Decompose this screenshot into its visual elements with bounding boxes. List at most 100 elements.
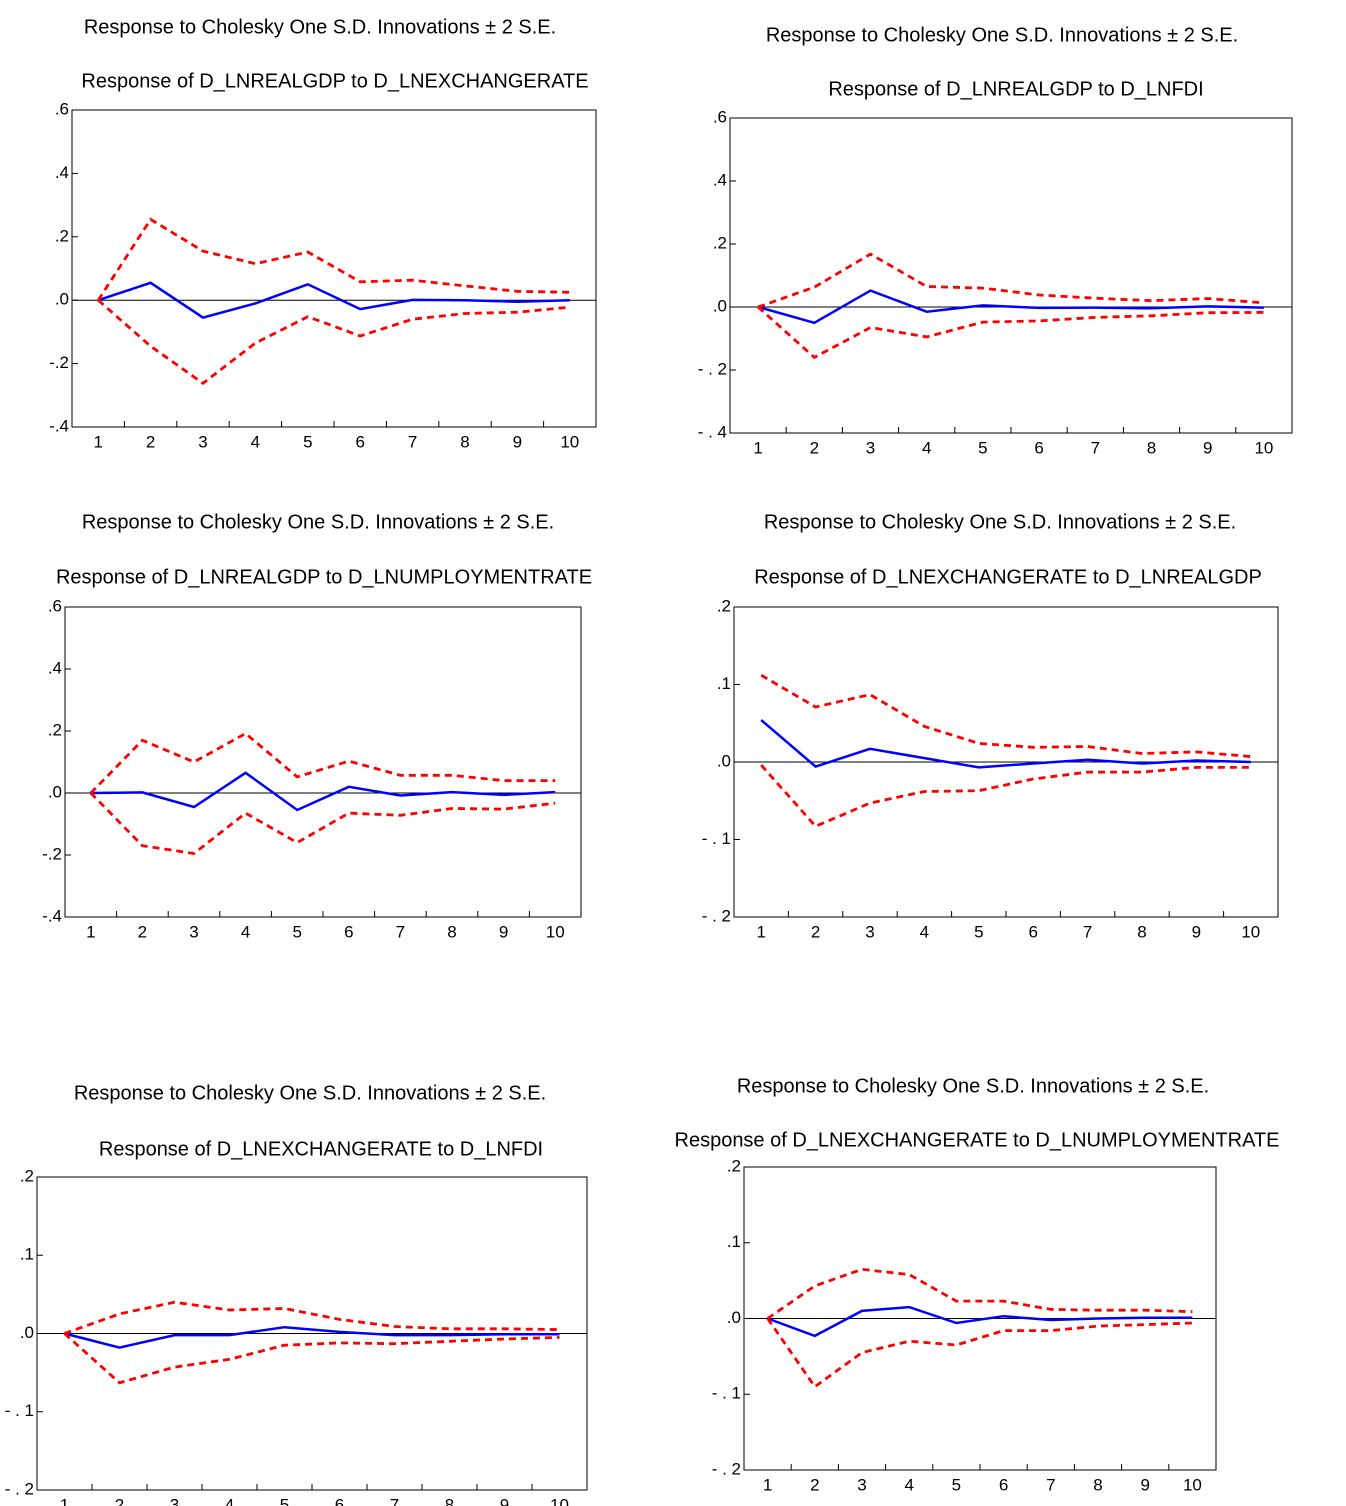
- x-tick-label: 8: [447, 922, 456, 941]
- y-tick-label: - . 1: [712, 1384, 741, 1403]
- lower-band-line: [63, 1332, 560, 1385]
- y-tick-label: .1: [717, 674, 731, 693]
- x-tick-label: 2: [146, 432, 155, 451]
- panel-title: Response of D_LNREALGDP to D_LNUMPLOYMEN…: [56, 566, 592, 588]
- y-tick-label: -.2: [42, 844, 62, 863]
- response-line: [767, 1305, 1193, 1338]
- x-tick-label: 3: [866, 438, 875, 457]
- panel-title: Response of D_LNREALGDP to D_LNFDI: [828, 78, 1203, 100]
- x-tick-label: 3: [189, 922, 198, 941]
- x-tick-label: 7: [408, 432, 417, 451]
- x-tick-label: 10: [560, 432, 579, 451]
- x-tick-label: 6: [344, 922, 353, 941]
- y-tick-label: .2: [727, 1156, 741, 1175]
- x-tick-label: 6: [355, 432, 364, 451]
- y-tick-label: .2: [717, 596, 731, 615]
- x-tick-label: 10: [550, 1495, 569, 1506]
- upper-band-line: [766, 1267, 1193, 1320]
- x-tick-label: 1: [756, 922, 765, 941]
- panel-title: Response of D_LNEXCHANGERATE to D_LNREAL…: [754, 566, 1262, 588]
- x-tick-label: 7: [396, 922, 405, 941]
- irf-panel-2: Response to Cholesky One S.D. Innovation…: [698, 24, 1293, 457]
- y-tick-label: - . 1: [5, 1401, 34, 1420]
- y-tick-label: .6: [48, 596, 62, 615]
- y-tick-label: - . 2: [698, 359, 727, 378]
- panel-header: Response to Cholesky One S.D. Innovation…: [74, 1082, 546, 1104]
- y-tick-label: - . 2: [702, 906, 731, 925]
- x-tick-label: 4: [241, 922, 250, 941]
- irf-panel-3: Response to Cholesky One S.D. Innovation…: [42, 511, 592, 941]
- y-tick-label: .4: [48, 658, 62, 677]
- x-tick-label: 10: [1254, 438, 1273, 457]
- plot-frame: [64, 606, 582, 918]
- panel-header: Response to Cholesky One S.D. Innovation…: [737, 1075, 1209, 1097]
- lower-band-line: [89, 792, 556, 855]
- x-tick-label: 2: [810, 438, 819, 457]
- x-tick-label: 4: [922, 438, 931, 457]
- panel-header: Response to Cholesky One S.D. Innovation…: [766, 24, 1238, 46]
- x-tick-label: 9: [1192, 922, 1201, 941]
- y-tick-label: .2: [55, 226, 69, 245]
- x-tick-label: 7: [1091, 438, 1100, 457]
- x-tick-label: 3: [865, 922, 874, 941]
- x-tick-label: 1: [763, 1475, 772, 1494]
- x-tick-label: 5: [292, 922, 301, 941]
- lower-band-line: [97, 299, 570, 386]
- x-tick-label: 1: [753, 438, 762, 457]
- y-tick-label: .1: [20, 1245, 34, 1264]
- x-tick-label: 4: [225, 1495, 234, 1506]
- y-tick-label: -.4: [49, 416, 69, 435]
- x-tick-label: 8: [1093, 1475, 1102, 1494]
- x-tick-label: 4: [251, 432, 260, 451]
- x-tick-label: 7: [1083, 922, 1092, 941]
- upper-band-line: [64, 1300, 560, 1335]
- y-tick-label: .2: [20, 1166, 34, 1185]
- y-tick-label: .6: [713, 107, 727, 126]
- x-tick-label: 9: [1203, 438, 1212, 457]
- y-tick-label: .0: [727, 1308, 741, 1327]
- y-tick-label: - . 1: [702, 829, 731, 848]
- x-tick-label: 6: [1028, 922, 1037, 941]
- y-tick-label: .2: [713, 233, 727, 252]
- x-tick-label: 3: [198, 432, 207, 451]
- x-tick-label: 7: [1046, 1475, 1055, 1494]
- x-tick-label: 8: [445, 1495, 454, 1506]
- lower-band-line: [766, 1317, 1193, 1389]
- y-tick-label: - . 2: [712, 1459, 741, 1478]
- x-tick-label: 2: [115, 1495, 124, 1506]
- irf-panel-4: Response to Cholesky One S.D. Innovation…: [702, 511, 1279, 941]
- upper-band-line: [760, 673, 1251, 758]
- x-tick-label: 5: [303, 432, 312, 451]
- x-tick-label: 1: [86, 922, 95, 941]
- x-tick-label: 8: [1137, 922, 1146, 941]
- y-tick-label: .1: [727, 1232, 741, 1251]
- x-tick-label: 5: [280, 1495, 289, 1506]
- y-tick-label: - . 4: [698, 422, 727, 441]
- panel-header: Response to Cholesky One S.D. Innovation…: [84, 16, 556, 38]
- x-tick-label: 2: [811, 922, 820, 941]
- y-tick-label: -.4: [42, 906, 62, 925]
- irf-panel-5: Response to Cholesky One S.D. Innovation…: [5, 1082, 588, 1506]
- response-line: [757, 289, 1264, 325]
- response-line: [90, 771, 556, 812]
- y-tick-label: .4: [55, 163, 69, 182]
- x-tick-label: 3: [857, 1475, 866, 1494]
- y-tick-label: .6: [55, 99, 69, 118]
- x-tick-label: 5: [952, 1475, 961, 1494]
- plot-frame: [729, 117, 1293, 434]
- y-tick-label: .0: [55, 290, 69, 309]
- x-tick-label: 5: [978, 438, 987, 457]
- x-tick-label: 1: [93, 432, 102, 451]
- plot-frame: [71, 109, 597, 428]
- lower-band-line: [760, 764, 1251, 828]
- x-tick-label: 5: [974, 922, 983, 941]
- panel-title: Response of D_LNREALGDP to D_LNEXCHANGER…: [81, 70, 588, 92]
- y-tick-label: .0: [713, 296, 727, 315]
- response-line: [97, 281, 570, 319]
- x-tick-label: 4: [920, 922, 929, 941]
- irf-panel-1: Response to Cholesky One S.D. Innovation…: [49, 16, 597, 451]
- x-tick-label: 6: [1034, 438, 1043, 457]
- response-line: [760, 719, 1251, 769]
- x-tick-label: 10: [1241, 922, 1260, 941]
